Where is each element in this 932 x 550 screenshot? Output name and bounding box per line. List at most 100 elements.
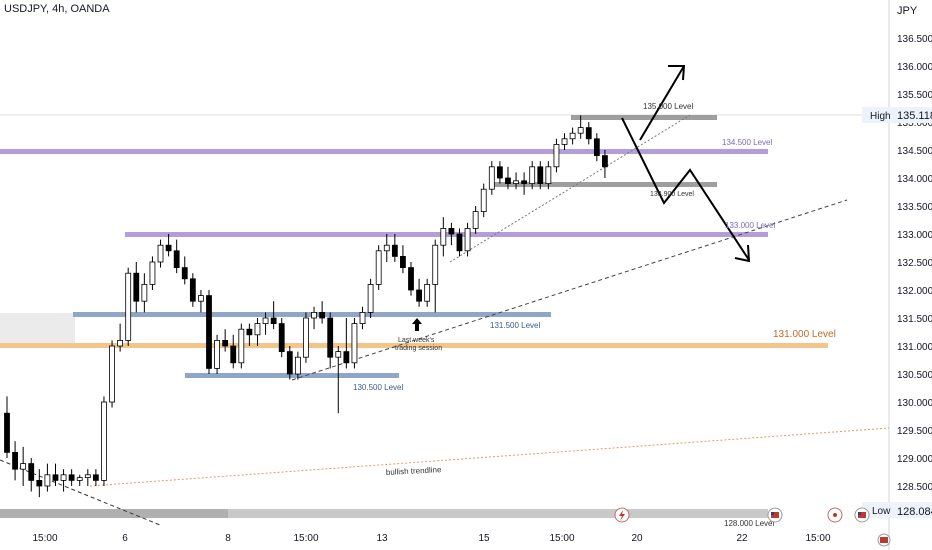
level-bar-1345 xyxy=(0,149,768,154)
price-tick-label: 128.500 xyxy=(897,482,932,493)
candle-body xyxy=(286,351,293,375)
flag-icon[interactable] xyxy=(767,507,783,523)
candle xyxy=(28,458,35,492)
candle-body xyxy=(569,132,576,140)
candle xyxy=(593,133,600,162)
up-arrow-icon xyxy=(412,318,422,331)
candle xyxy=(157,239,164,268)
candle-body xyxy=(456,233,463,252)
candle xyxy=(472,206,479,234)
level-bar-135 xyxy=(571,115,717,120)
price-tick-label: 133.000 xyxy=(897,230,932,241)
level-bar-133 xyxy=(125,232,768,237)
time-tick-label: 15:00 xyxy=(549,533,574,544)
price-tick-label: 131.000 xyxy=(897,342,932,353)
downward-dashed-line xyxy=(0,459,161,526)
bullish-trendline xyxy=(291,199,848,381)
candle-body xyxy=(206,295,212,369)
candle-body xyxy=(521,180,528,185)
candle-body xyxy=(165,244,172,252)
candle-body xyxy=(84,474,91,478)
candle-body xyxy=(44,474,51,487)
candle xyxy=(359,306,366,330)
candle-body xyxy=(222,339,229,347)
candle-body xyxy=(464,227,471,252)
candle-body xyxy=(36,479,43,487)
flag-icon-axis[interactable] xyxy=(877,533,891,547)
candle xyxy=(294,351,301,380)
candle-body xyxy=(52,474,59,481)
flag-icon-right[interactable] xyxy=(854,507,870,523)
candle xyxy=(464,222,471,257)
candle-body xyxy=(214,339,220,369)
candle-body xyxy=(294,356,301,375)
bullish-projection-arrow xyxy=(639,65,685,141)
candle xyxy=(84,469,91,486)
bearish-projection-arrow xyxy=(621,117,750,261)
candle xyxy=(12,441,18,481)
candle-body xyxy=(117,339,124,347)
candle-body xyxy=(553,143,560,168)
level-label-1345: 134.500 Level xyxy=(722,138,772,147)
level-label-128: 128.000 Level xyxy=(724,519,774,528)
bearish-arrowhead xyxy=(734,244,751,263)
candle xyxy=(375,245,382,290)
candle-body xyxy=(375,250,382,285)
candle xyxy=(391,234,398,262)
candle xyxy=(577,115,584,139)
time-tick-label: 6 xyxy=(122,533,128,544)
candle-body xyxy=(367,283,374,313)
high-price-badge xyxy=(862,107,932,123)
candle-body xyxy=(303,317,309,358)
candle-body xyxy=(561,138,568,145)
candle xyxy=(206,290,212,374)
candle-body xyxy=(391,244,398,257)
low-price-badge xyxy=(862,502,932,518)
event-icon[interactable] xyxy=(827,507,843,523)
time-tick-label: 22 xyxy=(736,533,748,544)
price-tick-label: 132.000 xyxy=(897,286,932,297)
lightning-icon[interactable] xyxy=(614,507,630,523)
candle xyxy=(181,256,188,285)
candle-body xyxy=(262,317,269,324)
candle xyxy=(214,334,220,374)
candle xyxy=(602,150,608,178)
candle xyxy=(456,228,463,257)
candle xyxy=(327,312,334,369)
low-label: Low xyxy=(872,506,891,517)
candle xyxy=(278,318,285,358)
candle-body xyxy=(480,188,487,212)
candle-body xyxy=(60,474,67,481)
level-label-1305: 130.500 Level xyxy=(353,383,403,392)
candle xyxy=(416,278,422,307)
candle-body xyxy=(545,166,552,185)
candle-body xyxy=(311,311,317,319)
candle xyxy=(133,262,140,313)
candle-body xyxy=(20,463,27,470)
candle-body xyxy=(585,127,592,140)
candle xyxy=(238,323,245,369)
candle-body xyxy=(472,211,479,229)
time-tick-label: 15:00 xyxy=(32,533,57,544)
candle-body xyxy=(496,166,503,179)
steep-trendline xyxy=(449,114,691,263)
candle xyxy=(60,469,67,492)
candle-body xyxy=(488,166,495,190)
candle xyxy=(286,346,293,380)
time-tick-label: 15:00 xyxy=(293,533,318,544)
candle-body xyxy=(76,477,83,481)
candle xyxy=(408,262,414,296)
candle xyxy=(367,278,374,318)
candle-body xyxy=(12,451,18,470)
candle xyxy=(262,312,269,335)
time-tick-label: 8 xyxy=(225,533,231,544)
candle xyxy=(448,222,455,246)
candles xyxy=(4,115,608,498)
candle xyxy=(561,133,568,150)
candle-body xyxy=(593,138,600,157)
candle xyxy=(141,273,148,313)
candle-body xyxy=(198,295,204,302)
time-axis-ticks: 15:00 6 8 15:00 13 15 15:00 20 22 15:00 xyxy=(32,533,830,544)
candle-body xyxy=(383,244,390,252)
